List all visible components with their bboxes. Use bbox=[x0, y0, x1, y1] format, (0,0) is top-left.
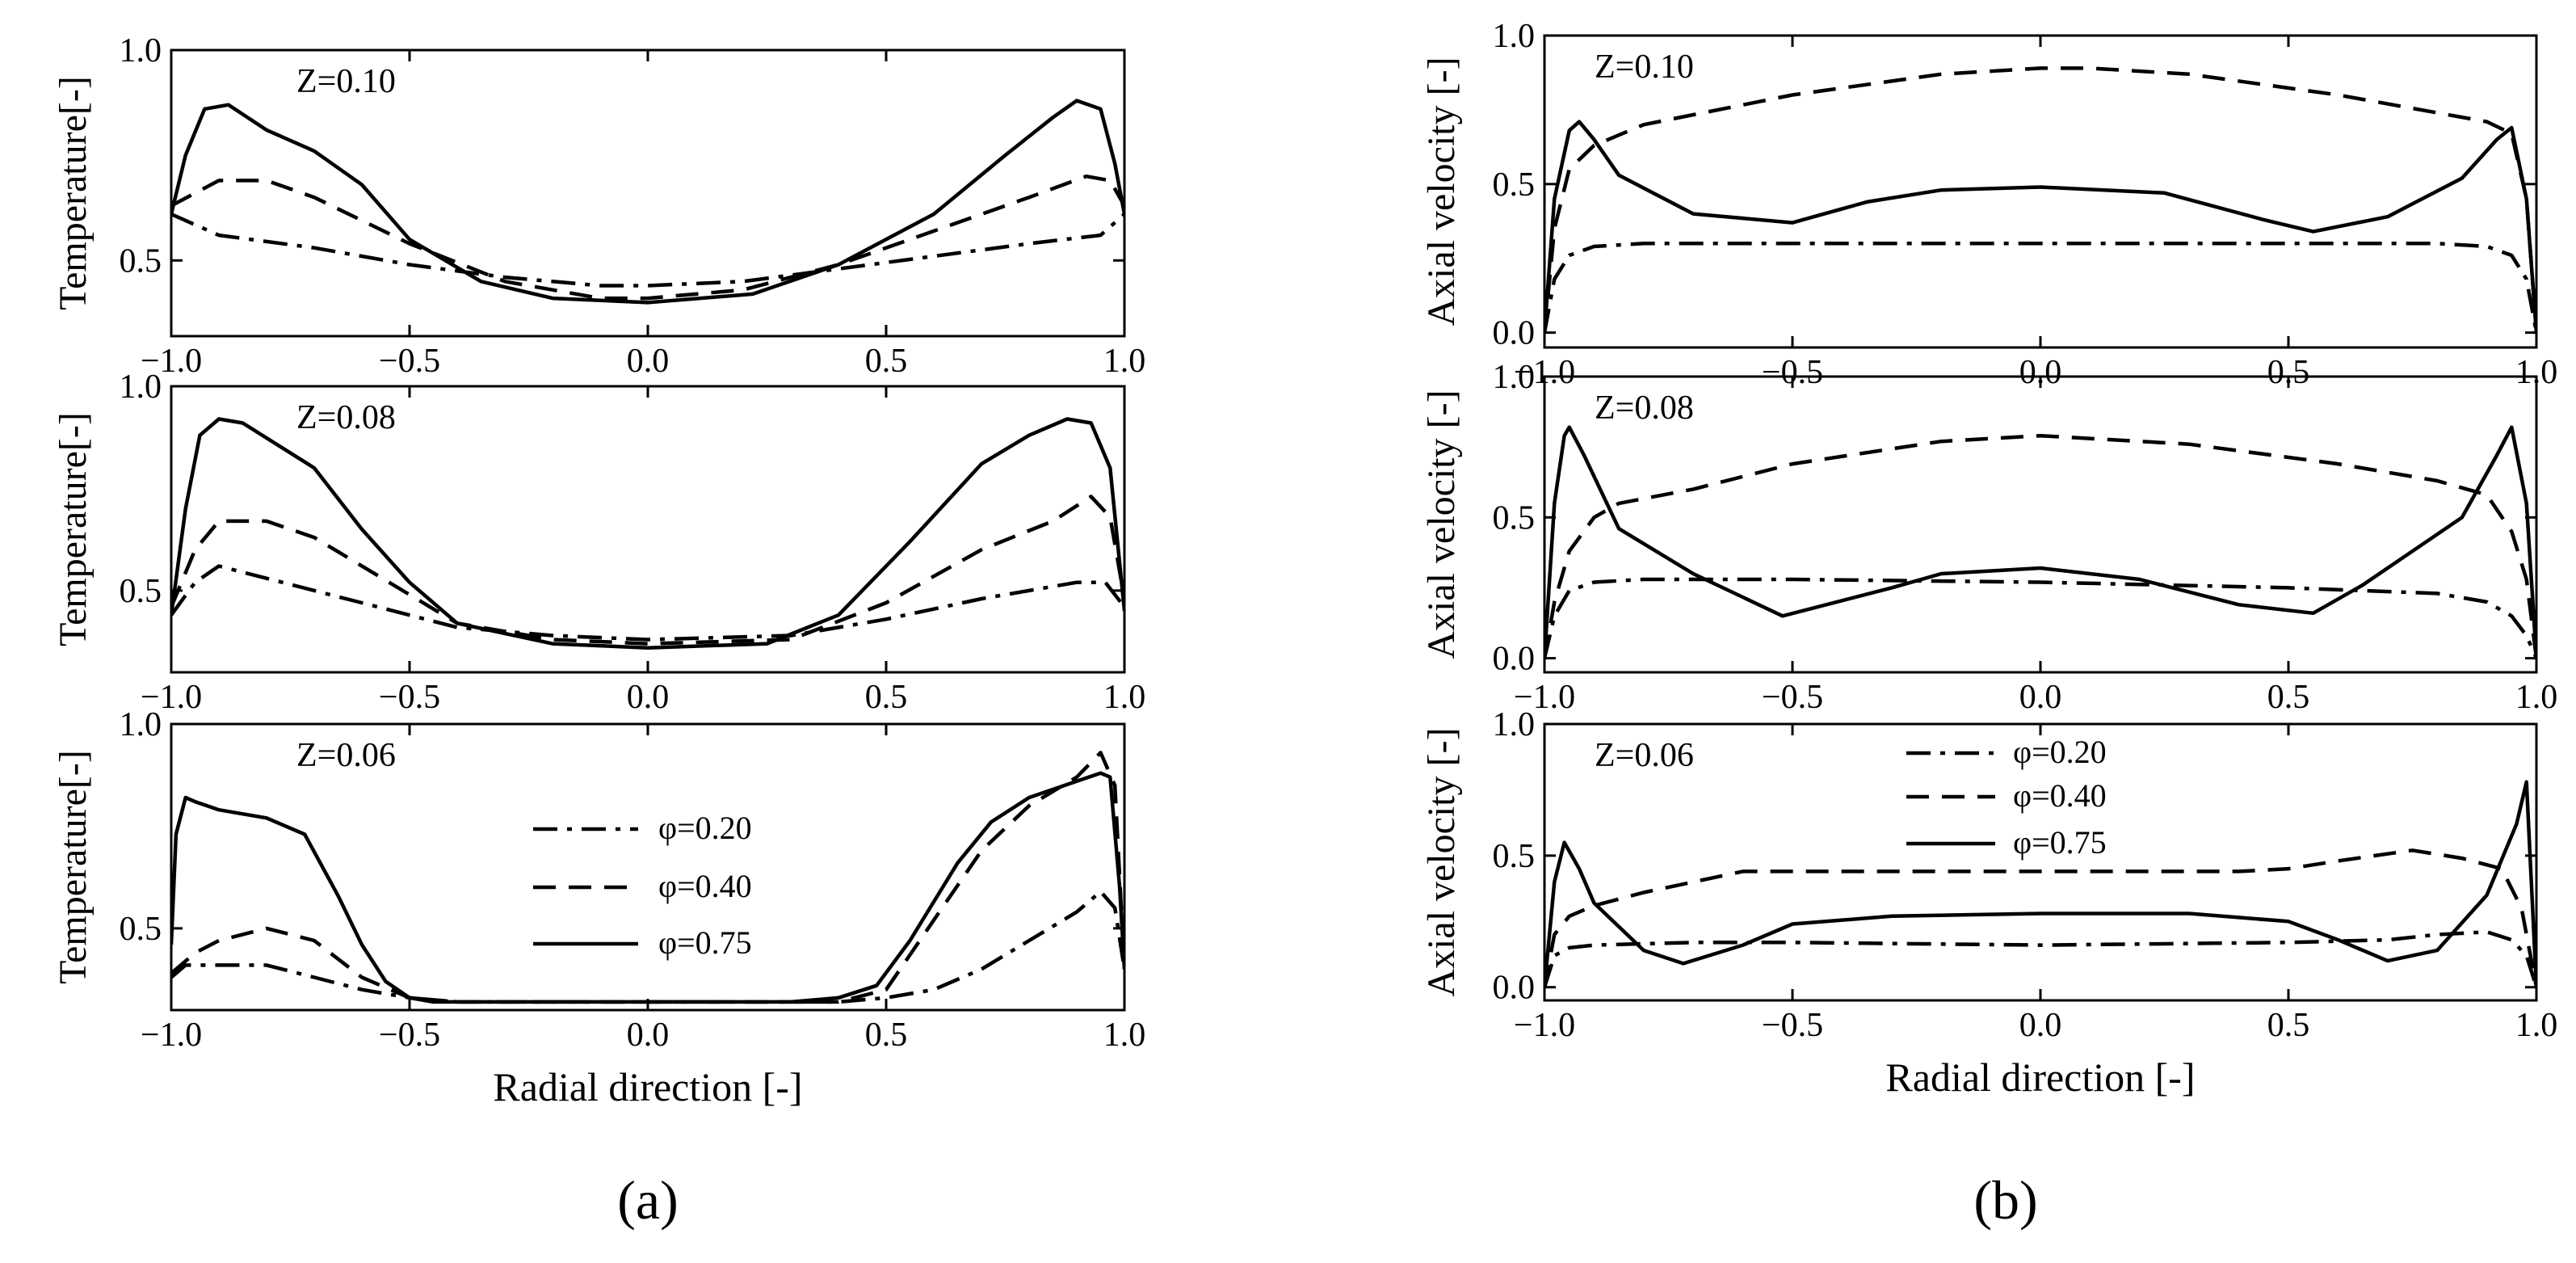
x-tick-label: 0.0 bbox=[2019, 1007, 2062, 1044]
x-tick-label: −0.5 bbox=[1762, 1007, 1823, 1044]
z-label: Z=0.08 bbox=[1595, 389, 1694, 427]
x-tick-label: −0.5 bbox=[1762, 679, 1823, 716]
z-label: Z=0.10 bbox=[1595, 48, 1694, 86]
series-line-solid bbox=[171, 417, 1124, 650]
y-tick-label: 0.0 bbox=[1493, 641, 1536, 678]
x-tick-label: 0.5 bbox=[865, 679, 908, 716]
y-axis-label: Temperature[-] bbox=[52, 76, 95, 310]
chart-a-3: −1.0 −0.5 0.0 0.5 1.0 0.5 1.0 Temperature[-] Z=0… bbox=[52, 706, 1145, 1109]
y-tick-label: 0.5 bbox=[120, 911, 162, 948]
x-axis-label: Radial direction [-] bbox=[1885, 1055, 2195, 1100]
z-label: Z=0.08 bbox=[296, 399, 396, 436]
x-tick-label: −0.5 bbox=[379, 679, 440, 716]
x-tick-label: 0.0 bbox=[627, 1017, 670, 1054]
series-line-solid bbox=[171, 771, 1124, 1004]
series-line-dashed bbox=[1544, 433, 2536, 659]
y-axis-label: Axial velocity [-] bbox=[1420, 57, 1463, 326]
series-line-dashdot bbox=[1544, 930, 2536, 988]
legend-label: φ=0.75 bbox=[658, 924, 752, 961]
x-tick-label: −1.0 bbox=[1514, 679, 1575, 716]
x-tick-label: −0.5 bbox=[379, 1017, 440, 1054]
x-axis-label: Radial direction [-] bbox=[493, 1064, 802, 1109]
legend-label: φ=0.40 bbox=[2013, 777, 2107, 814]
series-line-dashdot bbox=[1544, 577, 2536, 659]
y-tick-label: 0.5 bbox=[120, 242, 162, 280]
series-line-dashed bbox=[171, 751, 1124, 1004]
y-tick-label: 1.0 bbox=[120, 368, 162, 406]
series-line-solid bbox=[1544, 780, 2536, 987]
y-tick-label: 0.5 bbox=[1493, 166, 1536, 204]
legend-label: φ=0.75 bbox=[2013, 824, 2107, 861]
x-tick-label: 0.0 bbox=[2019, 679, 2062, 716]
legend: φ=0.20 φ=0.40 φ=0.75 bbox=[533, 810, 752, 961]
series-line-dashed bbox=[1544, 66, 2536, 333]
panel-label-a: (a) bbox=[617, 1169, 678, 1231]
y-tick-label: 0.5 bbox=[120, 573, 162, 610]
series-line-solid bbox=[1544, 120, 2536, 333]
series-line-dashdot bbox=[171, 564, 1124, 642]
series-line-dashed bbox=[171, 174, 1124, 301]
y-axis-label: Axial velocity [-] bbox=[1420, 389, 1463, 659]
legend-label: φ=0.40 bbox=[658, 868, 752, 904]
y-tick-label: 0.5 bbox=[1493, 838, 1536, 875]
y-tick-label: 1.0 bbox=[120, 706, 162, 743]
chart-b-2: −1.0 −0.5 0.0 0.5 1.0 0.0 0.5 1.0 Axial velocity… bbox=[1420, 359, 2557, 716]
x-tick-label: 0.5 bbox=[2267, 679, 2310, 716]
series-line-dashdot bbox=[171, 890, 1124, 1004]
chart-a-2: −1.0 −0.5 0.0 0.5 1.0 0.5 1.0 Temperature[-] Z=0… bbox=[52, 368, 1145, 716]
y-tick-label: 0.5 bbox=[1493, 499, 1536, 537]
x-tick-label: 1.0 bbox=[1103, 1017, 1146, 1054]
x-tick-label: 0.5 bbox=[865, 343, 908, 380]
x-tick-label: 0.5 bbox=[2267, 1007, 2310, 1044]
y-tick-label: 1.0 bbox=[1493, 359, 1536, 396]
y-tick-label: 1.0 bbox=[1493, 18, 1536, 55]
x-tick-label: −0.5 bbox=[379, 343, 440, 380]
series-line-solid bbox=[1544, 425, 2536, 659]
y-tick-label: 1.0 bbox=[1493, 706, 1536, 743]
z-label: Z=0.06 bbox=[1595, 737, 1694, 774]
x-tick-label: 0.5 bbox=[865, 1017, 908, 1054]
x-tick-label: −1.0 bbox=[141, 343, 202, 380]
x-tick-label: 0.0 bbox=[627, 343, 670, 380]
series-line-solid bbox=[171, 99, 1124, 305]
z-label: Z=0.06 bbox=[296, 737, 396, 774]
x-tick-label: −1.0 bbox=[141, 1017, 202, 1054]
x-tick-label: −1.0 bbox=[141, 679, 202, 716]
x-tick-label: 0.0 bbox=[627, 679, 670, 716]
chart-b-3: −1.0 −0.5 0.0 0.5 1.0 0.0 0.5 1.0 Axial velocity… bbox=[1420, 706, 2557, 1100]
series-line-dashdot bbox=[1544, 242, 2536, 334]
legend: φ=0.20 φ=0.40 φ=0.75 bbox=[1906, 734, 2107, 861]
y-tick-label: 1.0 bbox=[120, 32, 162, 69]
x-tick-label: 1.0 bbox=[1103, 679, 1146, 716]
panel-label-b: (b) bbox=[1973, 1169, 2037, 1231]
y-tick-label: 0.0 bbox=[1493, 970, 1536, 1007]
y-tick-label: 0.0 bbox=[1493, 315, 1536, 352]
x-tick-label: 1.0 bbox=[2515, 679, 2558, 716]
x-tick-label: −1.0 bbox=[1514, 1007, 1575, 1044]
x-tick-label: 1.0 bbox=[1103, 343, 1146, 380]
legend-label: φ=0.20 bbox=[2013, 734, 2107, 770]
series-line-dashed bbox=[1544, 848, 2536, 988]
y-axis-label: Axial velocity [-] bbox=[1420, 727, 1463, 996]
series-line-dashdot bbox=[171, 212, 1124, 288]
x-tick-label: 1.0 bbox=[2515, 1007, 2558, 1044]
z-label: Z=0.10 bbox=[296, 63, 396, 100]
series-line-dashed bbox=[171, 495, 1124, 646]
chart-a-1: −1.0 −0.5 0.0 0.5 1.0 0.5 1.0 Temperature[-] Z=0… bbox=[52, 32, 1145, 380]
legend-label: φ=0.20 bbox=[658, 810, 752, 846]
y-axis-label: Temperature[-] bbox=[52, 412, 95, 646]
y-axis-label: Temperature[-] bbox=[52, 750, 95, 984]
